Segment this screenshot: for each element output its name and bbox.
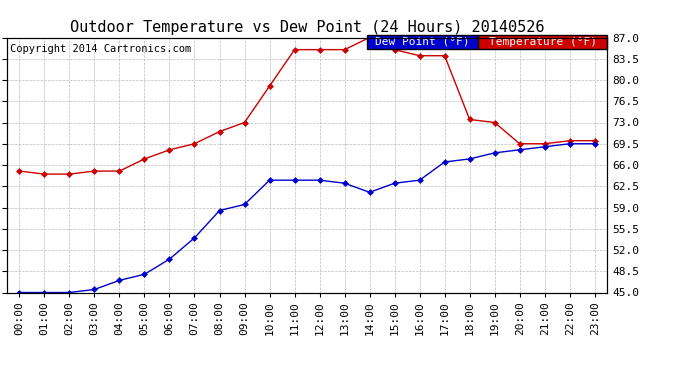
FancyBboxPatch shape bbox=[478, 35, 607, 49]
Text: Dew Point (°F): Dew Point (°F) bbox=[375, 37, 470, 47]
Title: Outdoor Temperature vs Dew Point (24 Hours) 20140526: Outdoor Temperature vs Dew Point (24 Hou… bbox=[70, 20, 544, 35]
Text: Temperature (°F): Temperature (°F) bbox=[489, 37, 597, 47]
FancyBboxPatch shape bbox=[367, 35, 478, 49]
Text: Copyright 2014 Cartronics.com: Copyright 2014 Cartronics.com bbox=[10, 44, 191, 54]
